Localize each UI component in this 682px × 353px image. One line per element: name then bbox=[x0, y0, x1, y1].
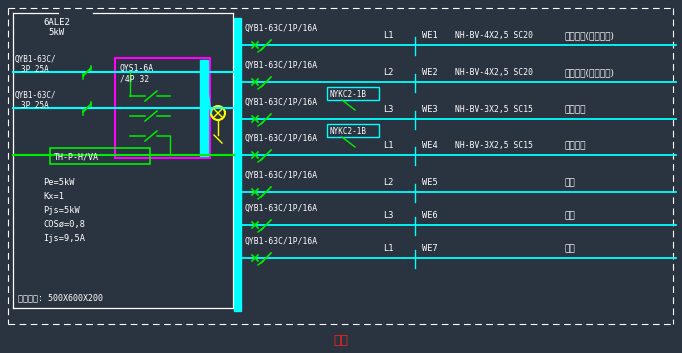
Text: QYB1-63C/1P/16A: QYB1-63C/1P/16A bbox=[245, 171, 318, 180]
Text: L2: L2 bbox=[383, 178, 394, 187]
Text: QYS1-6A: QYS1-6A bbox=[120, 64, 154, 73]
Text: 备用: 备用 bbox=[565, 244, 576, 253]
Text: 应急照明(消防控制): 应急照明(消防控制) bbox=[565, 68, 615, 77]
Text: NYKC2-1B: NYKC2-1B bbox=[330, 90, 367, 99]
Text: QYB1-63C/: QYB1-63C/ bbox=[15, 55, 57, 64]
Text: WE6: WE6 bbox=[422, 211, 438, 220]
Text: NH-BV-3X2,5 SC15: NH-BV-3X2,5 SC15 bbox=[455, 141, 533, 150]
Text: QYB1-63C/1P/16A: QYB1-63C/1P/16A bbox=[245, 24, 318, 33]
Text: 三相: 三相 bbox=[333, 334, 349, 347]
Bar bbox=[115, 58, 210, 158]
Text: WE5: WE5 bbox=[422, 178, 438, 187]
Text: 6ALE2: 6ALE2 bbox=[43, 18, 70, 27]
Text: L3: L3 bbox=[383, 105, 394, 114]
Text: WE1: WE1 bbox=[422, 31, 438, 40]
Text: TH-P-H/VA: TH-P-H/VA bbox=[54, 153, 99, 162]
Text: NH-BV-4X2,5 SC20: NH-BV-4X2,5 SC20 bbox=[455, 68, 533, 77]
Text: 疏散照明: 疏散照明 bbox=[565, 141, 587, 150]
Text: L2: L2 bbox=[383, 68, 394, 77]
Text: Pjs=5kW: Pjs=5kW bbox=[43, 206, 80, 215]
Text: QYB1-63C/1P/16A: QYB1-63C/1P/16A bbox=[245, 237, 318, 246]
Text: WE4: WE4 bbox=[422, 141, 438, 150]
Text: 5kW: 5kW bbox=[48, 28, 64, 37]
Text: Kx=1: Kx=1 bbox=[43, 192, 64, 201]
Text: L1: L1 bbox=[383, 31, 394, 40]
Text: Ijs=9,5A: Ijs=9,5A bbox=[43, 234, 85, 243]
Text: WE2: WE2 bbox=[422, 68, 438, 77]
Text: L1: L1 bbox=[383, 244, 394, 253]
Text: COSø=0,8: COSø=0,8 bbox=[43, 220, 85, 229]
Bar bbox=[50, 148, 150, 164]
Text: QYB1-63C/1P/16A: QYB1-63C/1P/16A bbox=[245, 98, 318, 107]
Text: WE7: WE7 bbox=[422, 244, 438, 253]
Text: L1: L1 bbox=[383, 141, 394, 150]
Text: QYB1-63C/1P/16A: QYB1-63C/1P/16A bbox=[245, 204, 318, 213]
Text: 应急照明(消防控制): 应急照明(消防控制) bbox=[565, 31, 615, 40]
Bar bbox=[327, 124, 379, 137]
Text: QYB1-63C/: QYB1-63C/ bbox=[15, 91, 57, 100]
Text: 参考尺寸: 500X600X200: 参考尺寸: 500X600X200 bbox=[18, 293, 103, 302]
Text: /4P 32: /4P 32 bbox=[120, 74, 149, 83]
Text: 备用: 备用 bbox=[565, 178, 576, 187]
Bar bbox=[327, 87, 379, 100]
Text: WE3: WE3 bbox=[422, 105, 438, 114]
Text: L3: L3 bbox=[383, 211, 394, 220]
Text: 备用: 备用 bbox=[565, 211, 576, 220]
Text: QYB1-63C/1P/16A: QYB1-63C/1P/16A bbox=[245, 134, 318, 143]
Text: QYB1-63C/1P/16A: QYB1-63C/1P/16A bbox=[245, 61, 318, 70]
Text: 疏散照明: 疏散照明 bbox=[565, 105, 587, 114]
Text: NH-BV-3X2,5 SC15: NH-BV-3X2,5 SC15 bbox=[455, 105, 533, 114]
Bar bbox=[200, 60, 208, 156]
Text: NH-BV-4X2,5 SC20: NH-BV-4X2,5 SC20 bbox=[455, 31, 533, 40]
Text: 3P 25A: 3P 25A bbox=[21, 101, 48, 110]
Bar bbox=[234, 18, 241, 311]
Text: 3P 25A: 3P 25A bbox=[21, 65, 48, 74]
Text: NYKC2-1B: NYKC2-1B bbox=[330, 127, 367, 136]
Text: Pe=5kW: Pe=5kW bbox=[43, 178, 74, 187]
